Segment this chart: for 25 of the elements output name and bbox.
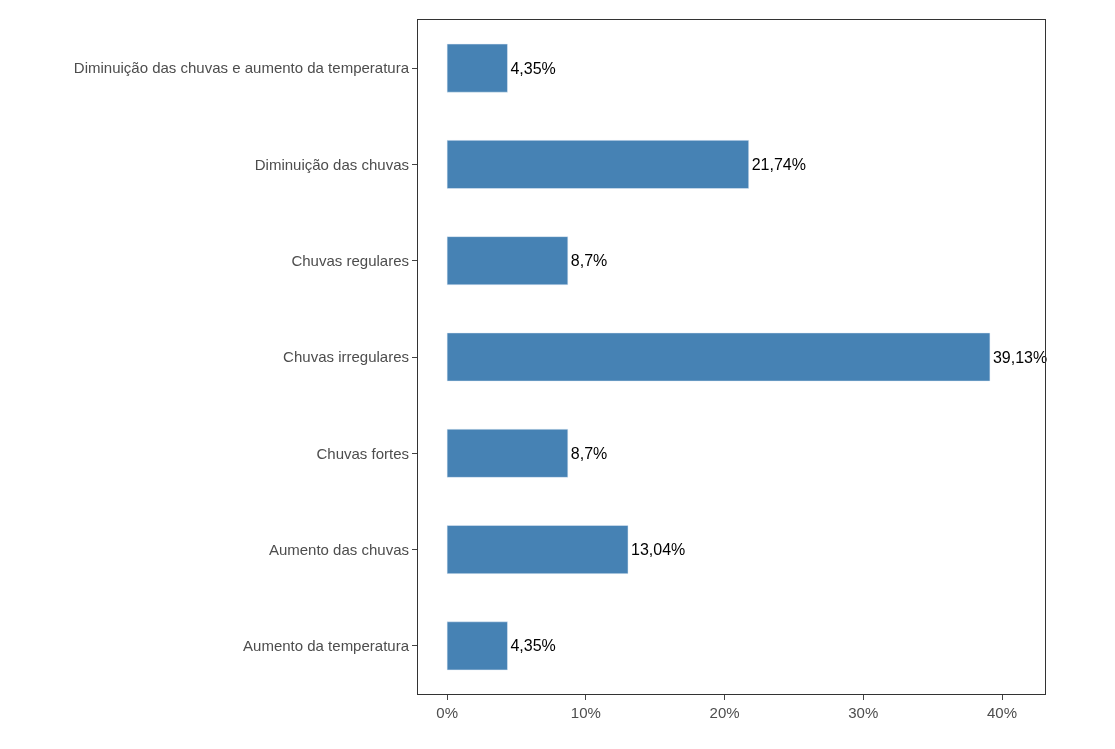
bar	[446, 43, 508, 93]
data-label: 8,7%	[570, 252, 608, 270]
data-label: 4,35%	[510, 59, 556, 77]
data-label: 13,04%	[631, 541, 686, 559]
data-label: 4,35%	[510, 637, 556, 655]
bar	[446, 140, 749, 189]
y-tick-label: Diminuição das chuvas	[254, 155, 409, 173]
bar	[446, 428, 569, 478]
y-tick-label: Aumento das chuvas	[268, 540, 409, 558]
y-tick-label: Chuvas regulares	[291, 251, 409, 269]
bar	[446, 621, 508, 671]
bar	[446, 332, 991, 382]
bar	[446, 236, 569, 286]
y-tick-label: Chuvas irregulares	[283, 348, 409, 366]
y-tick-label: Diminuição das chuvas e aumento da temperatura	[73, 59, 410, 77]
x-tick-label: 10%	[570, 704, 601, 721]
x-tick-label: 30%	[848, 704, 879, 721]
y-tick-label: Chuvas fortes	[316, 444, 409, 462]
y-tick-label: Aumento da temperatura	[243, 637, 410, 655]
x-tick-label: 0%	[436, 704, 458, 721]
x-tick-label: 20%	[709, 704, 740, 721]
data-label: 21,74%	[751, 155, 806, 173]
bar	[446, 525, 629, 574]
x-tick-label: 40%	[986, 704, 1018, 721]
data-label: 8,7%	[570, 444, 608, 462]
